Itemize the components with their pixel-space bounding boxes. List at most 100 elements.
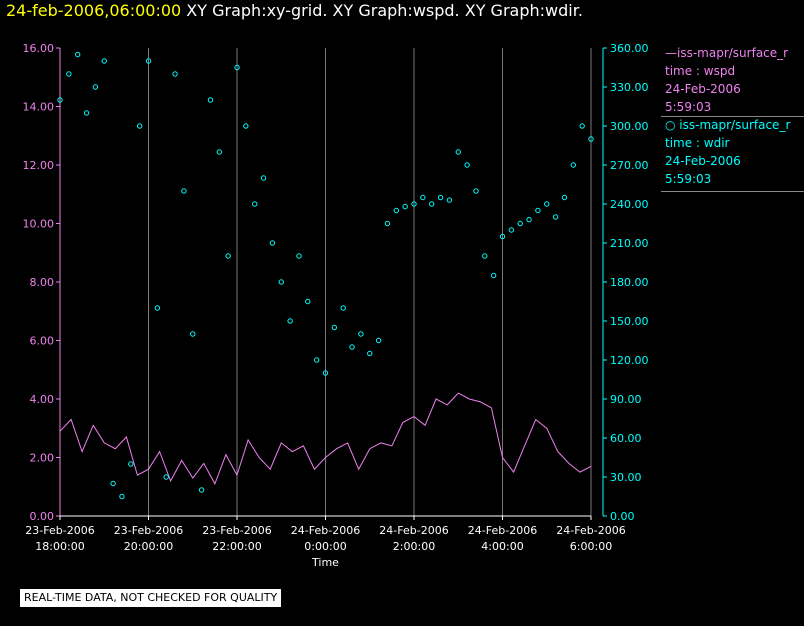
wdir-point: [243, 123, 249, 129]
wdir-point: [92, 84, 99, 90]
wdir-point: [535, 207, 541, 214]
wdir-point: [278, 279, 284, 285]
legend-wdir-time: 5:59:03: [665, 172, 712, 186]
wdir-point: [119, 493, 125, 500]
x-axis-tick-label-time: 6:00:00: [570, 540, 612, 553]
right-axis-tick-label: 270.00: [610, 159, 649, 172]
x-axis-tick-label-time: 22:00:00: [212, 540, 261, 553]
wspd-series-line: [59, 392, 592, 485]
wdir-point: [420, 194, 426, 201]
wdir-point: [234, 64, 240, 71]
x-axis-tick-label-date: 24-Feb-2006: [556, 524, 625, 537]
right-axis-tick-label: 90.00: [610, 393, 642, 406]
right-axis-tick-label: 300.00: [610, 120, 649, 133]
x-axis-tick-label-time: 4:00:00: [481, 540, 523, 553]
wdir-point: [393, 207, 399, 214]
wdir-point: [508, 227, 515, 233]
x-axis-tick-label-date: 24-Feb-2006: [379, 524, 448, 537]
title-datetime: 24-feb-2006,06:00:00: [6, 1, 182, 20]
x-axis-tick-label-date: 23-Feb-2006: [202, 524, 271, 537]
wdir-point: [464, 162, 470, 168]
wdir-point: [517, 220, 523, 227]
x-axis-tick-label-date: 24-Feb-2006: [468, 524, 537, 537]
wdir-point: [322, 370, 329, 376]
right-axis-tick-label: 150.00: [610, 315, 649, 328]
wdir-point: [225, 253, 231, 259]
legend: —iss-mapr/surface_r time : wspd 24-Feb-2…: [665, 44, 804, 188]
wdir-point: [349, 344, 355, 350]
legend-entry-wdir: ○ iss-mapr/surface_r time : wdir 24-Feb-…: [665, 116, 804, 188]
wdir-point: [455, 149, 461, 155]
wdir-point: [411, 201, 417, 207]
right-axis-tick-label: 240.00: [610, 198, 649, 211]
wdir-point: [446, 197, 453, 203]
right-axis-tick-label: 180.00: [610, 276, 649, 289]
legend-wspd-time: 5:59:03: [665, 100, 712, 114]
wdir-point: [552, 214, 559, 220]
left-axis-tick-label: 6.00: [30, 335, 55, 348]
legend-entry-wspd: —iss-mapr/surface_r time : wspd 24-Feb-2…: [665, 44, 804, 116]
wdir-point: [579, 123, 585, 129]
wdir-point: [313, 357, 320, 363]
left-axis-tick-label: 0.00: [30, 510, 55, 523]
wdir-point: [66, 71, 72, 77]
right-axis-tick-label: 330.00: [610, 81, 649, 94]
legend-wspd-source: —iss-mapr/surface_r: [665, 46, 789, 60]
wdir-point: [499, 233, 506, 240]
right-axis-tick-label: 30.00: [610, 471, 642, 484]
title-segment-wspd: XY Graph:wspd.: [332, 1, 460, 20]
wdir-point: [305, 298, 311, 305]
quality-disclaimer: REAL-TIME DATA, NOT CHECKED FOR QUALITY: [20, 589, 282, 607]
wdir-point: [163, 474, 169, 480]
wdir-point: [402, 203, 408, 210]
wdir-point: [207, 97, 214, 103]
left-axis-tick-label: 2.00: [30, 452, 55, 465]
title-segment-xy-grid: XY Graph:xy-grid.: [186, 1, 328, 20]
legend-wdir-variable: time : wdir: [665, 136, 730, 150]
right-axis-tick-label: 120.00: [610, 354, 649, 367]
legend-wspd-date: 24-Feb-2006: [665, 82, 741, 96]
right-axis-tick-label: 210.00: [610, 237, 649, 250]
wdir-point: [269, 240, 276, 246]
x-axis-tick-label-date: 23-Feb-2006: [114, 524, 183, 537]
wdir-point: [429, 201, 435, 207]
wdir-point: [331, 324, 338, 331]
legend-divider: [661, 116, 804, 117]
wdir-point: [128, 461, 134, 467]
x-axis-tick-label-time: 20:00:00: [124, 540, 173, 553]
left-axis-tick-label: 16.00: [23, 42, 55, 55]
left-axis-tick-label: 10.00: [23, 218, 55, 231]
legend-wdir-date: 24-Feb-2006: [665, 154, 741, 168]
title-segment-wdir: XY Graph:wdir.: [464, 1, 583, 20]
x-axis-tick-label-time: 2:00:00: [393, 540, 435, 553]
chart-title: 24-feb-2006,06:00:00 XY Graph:xy-grid. X…: [6, 1, 583, 21]
x-axis-tick-label-date: 23-Feb-2006: [25, 524, 94, 537]
wdir-point: [544, 201, 550, 207]
left-axis-tick-label: 4.00: [30, 393, 55, 406]
wdir-point: [358, 331, 364, 337]
left-axis-tick-label: 12.00: [23, 159, 55, 172]
wdir-point: [482, 253, 488, 259]
wdir-point: [145, 58, 152, 64]
legend-divider: [661, 191, 804, 192]
x-axis-label: Time: [311, 556, 339, 569]
wdir-point: [490, 272, 497, 279]
wdir-point: [384, 220, 391, 227]
wdir-point: [287, 318, 293, 324]
wdir-point: [136, 123, 143, 129]
wdir-point: [216, 149, 223, 155]
wdir-point: [190, 331, 196, 337]
right-axis-tick-label: 360.00: [610, 42, 649, 55]
wdir-point: [181, 188, 187, 194]
x-axis-tick-label-time: 0:00:00: [304, 540, 346, 553]
legend-wdir-source: ○ iss-mapr/surface_r: [665, 118, 791, 132]
wdir-point: [561, 194, 568, 201]
wdir-point: [252, 201, 258, 207]
wdir-point: [57, 97, 63, 103]
wdir-point: [75, 51, 81, 58]
wdir-point: [110, 480, 116, 487]
left-axis-tick-label: 14.00: [23, 101, 55, 114]
wdir-point: [154, 305, 161, 311]
legend-wspd-variable: time : wspd: [665, 64, 736, 78]
